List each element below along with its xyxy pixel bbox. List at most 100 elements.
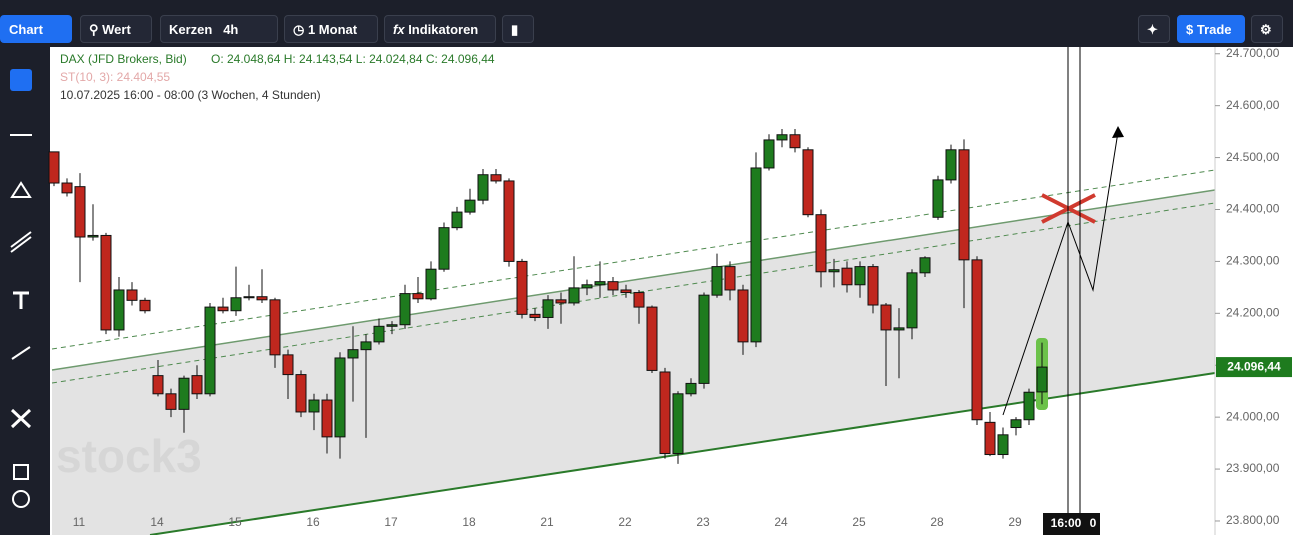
candles <box>48 129 1048 464</box>
toolbar: Chart ⚲ Wert Kerzen 4h ◷ 1 Monat fx Indi… <box>0 0 1293 47</box>
candle-body <box>750 167 762 343</box>
symbol-label: DAX (JFD Brokers, Bid) <box>60 52 187 66</box>
candle-body <box>230 297 242 312</box>
button-label: Wert <box>102 22 131 37</box>
tool-icon[interactable] <box>11 346 31 360</box>
candle-body <box>269 299 281 356</box>
indicator-label: ST(10, 3): 24.404,55 <box>60 70 170 84</box>
candle-body <box>165 393 177 410</box>
candle-body <box>724 266 736 291</box>
y-tick-label: 24.000,00 <box>1226 409 1280 423</box>
candle-body <box>100 234 112 331</box>
trade-button[interactable]: $ Trade <box>1177 15 1245 43</box>
tool-icon[interactable] <box>13 464 29 480</box>
indicators-button[interactable]: fx Indikatoren <box>384 15 496 43</box>
plot: stock3 16:00 0 DAX (JFD Brokers, Bid) O:… <box>48 47 1293 535</box>
candle-body <box>74 186 86 238</box>
tool-icon[interactable] <box>13 291 29 309</box>
x-tick-label: 23 <box>696 515 710 529</box>
x-tick-label: 22 <box>618 515 632 529</box>
candle-body <box>542 299 554 318</box>
candle-body <box>516 260 528 315</box>
crosshair-label: 16:00 <box>1051 516 1082 530</box>
button-label: Kerzen <box>169 22 213 37</box>
candle-body <box>945 149 957 181</box>
candle-body <box>178 377 190 410</box>
candle-body <box>984 421 996 456</box>
candle-body <box>607 281 619 291</box>
channel-fill <box>52 190 1215 535</box>
candle-body <box>919 257 931 274</box>
candle-body <box>711 266 723 296</box>
tool-icon[interactable] <box>10 181 32 198</box>
tool-icon[interactable] <box>10 231 32 253</box>
ai-button[interactable]: ✦ <box>1138 15 1170 43</box>
candle-body <box>828 269 840 273</box>
ohlc-label: O: 24.048,64 H: 24.143,54 L: 24.024,84 C… <box>211 52 495 66</box>
candle-body <box>464 199 476 213</box>
candle-body <box>971 259 983 421</box>
candle-body <box>568 287 580 304</box>
tool-icon[interactable] <box>10 69 32 91</box>
candle-body <box>841 267 853 286</box>
tool-icon[interactable] <box>12 490 30 508</box>
candles-button[interactable]: Kerzen 4h <box>160 15 278 43</box>
x-tick-label: 14 <box>150 515 164 529</box>
x-tick-label: 24 <box>774 515 788 529</box>
candle-body <box>87 234 99 238</box>
candle-body <box>191 375 203 395</box>
candle-body <box>620 289 632 294</box>
candle-body <box>555 299 567 304</box>
price-tag-label: 24.096,44 <box>1227 359 1281 373</box>
price-tag <box>1216 357 1292 378</box>
tool-icon[interactable] <box>10 408 32 429</box>
y-tick-label: 24.500,00 <box>1226 150 1280 164</box>
candle-body <box>906 272 918 329</box>
x-tick-label: 18 <box>462 515 476 529</box>
candle-body <box>529 313 541 318</box>
y-tick-label: 24.200,00 <box>1226 305 1280 319</box>
chart-button[interactable]: Chart <box>0 15 72 43</box>
candle-body <box>412 293 424 300</box>
value-button[interactable]: ⚲ Wert <box>80 15 152 43</box>
candle-body <box>854 266 866 286</box>
y-tick-label: 23.800,00 <box>1226 513 1280 527</box>
x-tick-label: 17 <box>384 515 398 529</box>
candle-body <box>958 149 970 261</box>
y-axis <box>1215 47 1293 535</box>
channel-dashed <box>51 169 1216 350</box>
settings-button[interactable]: ⚙ <box>1251 15 1283 43</box>
range-button[interactable]: ◷ 1 Monat <box>284 15 378 43</box>
candle-body <box>867 266 879 306</box>
candle-body <box>880 304 892 331</box>
candle-body <box>932 179 944 218</box>
candle-body <box>48 151 60 184</box>
bookmark-button[interactable]: ▮ <box>502 15 534 43</box>
candle-body <box>685 382 697 395</box>
candle-body <box>802 149 814 216</box>
candle-body <box>113 289 125 331</box>
candle-body <box>347 349 359 359</box>
candle-body <box>503 180 515 262</box>
button-label: 4h <box>223 22 239 37</box>
candle-body <box>295 374 307 413</box>
candle-body <box>698 294 710 384</box>
candle-body <box>243 296 255 299</box>
x-tick-label: 16 <box>306 515 320 529</box>
candle-body <box>321 399 333 438</box>
y-tick-label: 24.400,00 <box>1226 202 1280 216</box>
channel-upper <box>51 189 1216 371</box>
button-label: 1 Monat <box>307 22 358 37</box>
candle-body <box>256 296 268 301</box>
candle-body <box>61 182 73 194</box>
button-label: Trade <box>1196 22 1232 37</box>
candle-body <box>997 434 1009 456</box>
x-tick-label: 21 <box>540 515 554 529</box>
range-label: 10.07.2025 16:00 - 08:00 (3 Wochen, 4 St… <box>60 88 321 102</box>
candle-body <box>789 134 801 149</box>
y-tick-label: 24.700,00 <box>1226 47 1280 60</box>
button-label: Indikatoren <box>408 22 479 37</box>
arrow-head <box>1112 126 1124 138</box>
candle-body <box>581 284 593 289</box>
